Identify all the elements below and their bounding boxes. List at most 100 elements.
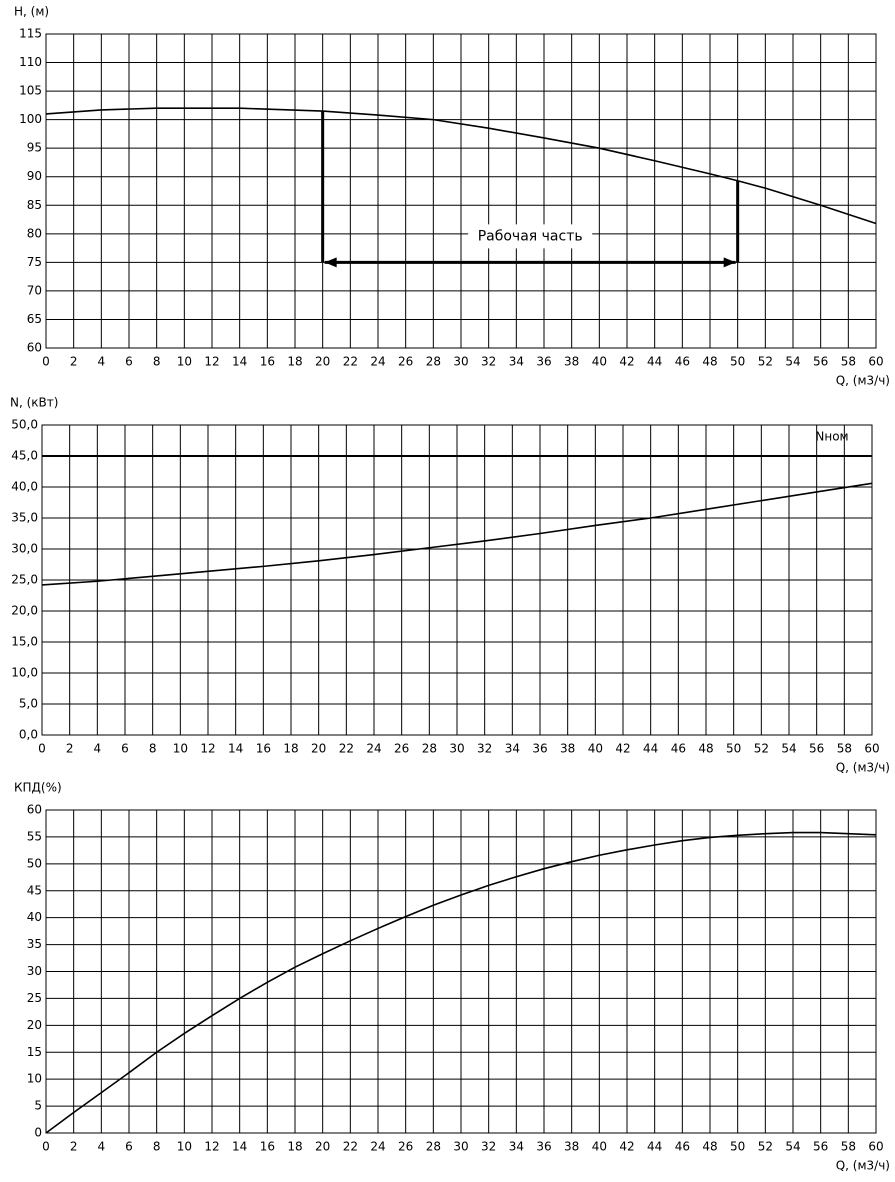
x-tick-label: 24 [370,355,385,369]
annotation-bg [468,224,593,249]
y-tick-label: 105 [19,84,42,98]
x-tick-label: 52 [758,1140,773,1154]
x-tick-label: 32 [481,1140,496,1154]
x-tick-label: 26 [398,355,413,369]
x-tick-label: 44 [647,355,662,369]
x-tick-label: 0 [38,742,46,756]
y-tick-label: 65 [27,312,42,326]
y-tick-label: 45 [27,883,42,897]
y-tick-label: 20 [27,1018,42,1032]
x-tick-label: 48 [698,742,713,756]
x-tick-label: 46 [671,742,686,756]
x-tick-label: 12 [200,742,215,756]
x-tick-label: 4 [98,355,106,369]
x-tick-label: 20 [315,355,330,369]
x-tick-label: 14 [228,742,243,756]
x-tick-label: 56 [809,742,824,756]
x-tick-label: 46 [675,355,690,369]
y-tick-label: 5 [34,1099,42,1113]
x-tick-label: 58 [841,355,856,369]
x-tick-label: 8 [153,1140,161,1154]
x-tick-label: 52 [754,742,769,756]
x-tick-label: 48 [702,355,717,369]
x-tick-label: 38 [564,355,579,369]
y-tick-label: 5,0 [19,697,38,711]
y-tick-label: 50 [27,856,42,870]
x-axis-label: Q, (м3/ч) [836,761,890,775]
y-tick-label: 60 [27,803,42,817]
x-tick-label: 54 [785,1140,800,1154]
x-tick-label: 54 [785,355,800,369]
x-tick-label: 18 [283,742,298,756]
x-tick-label: 16 [256,742,271,756]
x-tick-label: 50 [726,742,741,756]
y-tick-label: 80 [27,226,42,240]
y-tick-label: 30,0 [11,542,38,556]
x-tick-label: 30 [453,355,468,369]
y-tick-label: 110 [19,55,42,69]
y-axis-label: H, (м) [14,5,49,19]
x-tick-label: 56 [813,1140,828,1154]
y-tick-label: 35 [27,937,42,951]
x-tick-label: 12 [204,355,219,369]
x-tick-label: 50 [730,1140,745,1154]
annotation-text: Рабочая часть [478,228,583,244]
y-tick-label: 25 [27,991,42,1005]
x-tick-label: 22 [343,1140,358,1154]
x-tick-label: 24 [370,1140,385,1154]
x-tick-label: 18 [287,355,302,369]
x-tick-label: 4 [98,1140,106,1154]
x-tick-label: 42 [619,355,634,369]
x-tick-label: 34 [509,1140,524,1154]
x-tick-label: 60 [864,742,879,756]
x-tick-label: 36 [532,742,547,756]
x-tick-label: 6 [125,1140,133,1154]
x-tick-label: 2 [70,355,78,369]
x-tick-label: 14 [232,1140,247,1154]
x-tick-label: 16 [260,1140,275,1154]
x-tick-label: 28 [426,355,441,369]
x-tick-label: 44 [647,1140,662,1154]
y-tick-label: 90 [27,169,42,183]
y-tick-label: 100 [19,112,42,126]
y-tick-label: 55 [27,829,42,843]
y-tick-label: 45,0 [11,449,38,463]
x-tick-label: 16 [260,355,275,369]
x-tick-label: 54 [781,742,796,756]
line-series [45,107,877,225]
x-tick-label: 0 [42,1140,50,1154]
y-tick-label: 15,0 [11,635,38,649]
x-tick-label: 60 [868,1140,883,1154]
x-tick-label: 58 [841,1140,856,1154]
y-axis-label: КПД(%) [14,781,62,795]
y-tick-label: 10,0 [11,666,38,680]
x-tick-label: 14 [232,355,247,369]
x-tick-label: 12 [204,1140,219,1154]
x-tick-label: 46 [675,1140,690,1154]
y-tick-label: 40 [27,910,42,924]
x-tick-label: 4 [94,742,102,756]
x-tick-label: 28 [426,1140,441,1154]
y-tick-label: 75 [27,255,42,269]
y-tick-label: 10 [27,1072,42,1086]
x-tick-label: 26 [394,742,409,756]
x-tick-label: 36 [536,1140,551,1154]
x-tick-label: 26 [398,1140,413,1154]
y-tick-label: 30 [27,964,42,978]
x-tick-label: 6 [121,742,129,756]
y-tick-label: 25,0 [11,573,38,587]
x-tick-label: 40 [592,1140,607,1154]
x-axis-label: Q, (м3/ч) [836,1159,890,1173]
x-tick-label: 20 [315,1140,330,1154]
x-tick-label: 34 [509,355,524,369]
x-tick-label: 38 [560,742,575,756]
x-tick-label: 42 [619,1140,634,1154]
x-tick-label: 58 [837,742,852,756]
x-tick-label: 0 [42,355,50,369]
line-series [41,482,873,586]
y-tick-label: 15 [27,1045,42,1059]
y-tick-label: 0 [34,1126,42,1140]
x-tick-label: 30 [449,742,464,756]
